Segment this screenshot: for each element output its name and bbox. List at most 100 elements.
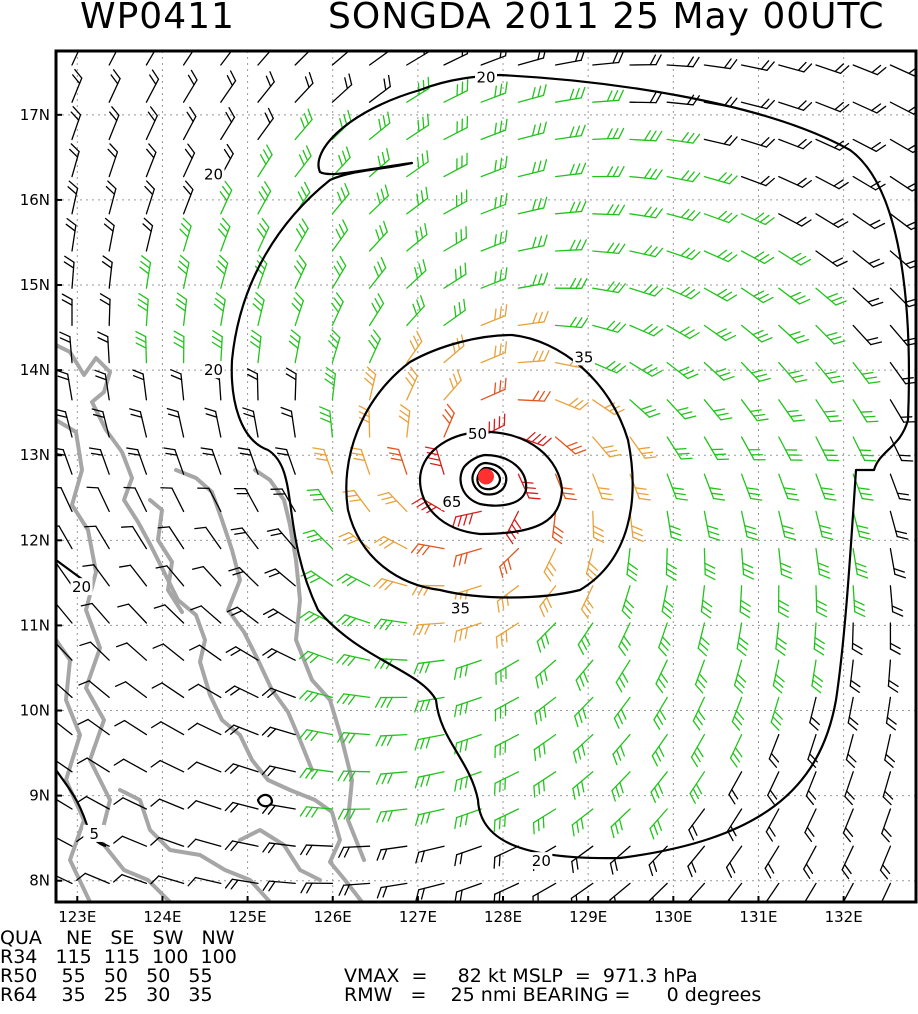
wind-barb <box>703 249 738 263</box>
wind-barb <box>150 721 185 736</box>
lat-tick-label: 9N <box>29 787 50 805</box>
wind-barb <box>387 446 408 475</box>
wind-barb <box>88 447 110 475</box>
wind-barb <box>368 293 385 327</box>
wind-barb <box>852 510 872 540</box>
wind-barb <box>257 51 272 66</box>
wind-barb <box>75 872 110 885</box>
wind-barb <box>300 882 334 894</box>
wind-barb <box>145 143 157 178</box>
wind-barb <box>91 408 110 438</box>
contour-label: 20 <box>476 68 495 86</box>
wind-barb <box>778 361 808 383</box>
wind-barb <box>592 320 627 333</box>
wind-barb <box>778 175 812 188</box>
wind-barb <box>103 217 115 252</box>
wind-barb <box>71 68 83 103</box>
wind-barb <box>592 204 626 216</box>
wind-barb <box>275 447 296 475</box>
lon-tick-label: 132E <box>825 908 863 926</box>
wind-barb <box>736 622 749 657</box>
wind-barb <box>454 696 482 718</box>
wind-barb <box>113 758 148 773</box>
wind-barb <box>97 331 110 364</box>
wind-barb <box>703 324 737 342</box>
wind-barb <box>494 733 520 759</box>
wind-barb <box>764 845 780 879</box>
wind-barb <box>246 368 259 401</box>
wind-barb <box>852 399 879 423</box>
wind-barb <box>123 486 148 513</box>
contour-label: 35 <box>574 348 593 366</box>
contour-label: 35 <box>451 599 470 617</box>
wind-barb <box>150 798 185 810</box>
wind-barb <box>729 733 743 768</box>
wind-barb <box>889 473 911 501</box>
wind-barb <box>703 436 730 461</box>
wind-barb <box>194 526 222 550</box>
wind-barb <box>665 547 677 581</box>
lon-tick-label: 129E <box>569 908 607 926</box>
wind-barb <box>157 526 185 550</box>
wind-barb <box>368 220 388 252</box>
wind-barb <box>880 882 892 902</box>
wind-barb <box>189 644 222 661</box>
wind-barb <box>480 118 508 141</box>
wind-barb <box>204 407 222 438</box>
wind-barb <box>841 845 854 880</box>
contour-small-loop <box>256 793 274 808</box>
contour-label-bg <box>83 824 106 842</box>
wind-barb <box>213 292 226 327</box>
wind-barb <box>224 878 259 890</box>
wind-barb <box>413 659 445 675</box>
wind-barb <box>101 255 113 289</box>
wind-barb <box>56 563 73 587</box>
wind-barb <box>480 81 508 103</box>
wind-barb <box>480 267 508 289</box>
wind-barb <box>778 213 812 227</box>
wind-barb <box>56 760 73 773</box>
wind-barb <box>406 113 430 141</box>
wind-barb <box>778 287 811 305</box>
contour-35kt <box>345 333 634 599</box>
wind-barb <box>480 377 507 401</box>
wind-barb <box>257 181 272 215</box>
contour-label: 65 <box>442 493 461 511</box>
wind-barb <box>294 145 312 178</box>
wind-barb <box>647 882 668 902</box>
wind-barb <box>815 399 842 423</box>
wind-barb <box>414 771 445 789</box>
wind-barb <box>592 473 614 501</box>
wind-barb <box>262 608 296 624</box>
wind-barb <box>572 733 594 764</box>
wind-barb <box>331 292 344 327</box>
wind-barb <box>56 682 73 699</box>
wind-barb <box>170 369 185 401</box>
wind-barb <box>666 399 697 420</box>
wind-barb <box>536 622 557 653</box>
wind-barb <box>166 407 185 438</box>
wind-barb <box>813 622 825 656</box>
wind-barb <box>592 436 622 458</box>
wind-barb <box>226 606 259 624</box>
storm-title: SONGDA 2011 25 May 00UTC <box>328 0 885 37</box>
wind-barb <box>571 845 594 874</box>
wind-barb <box>117 603 148 624</box>
wind-barb <box>453 547 482 568</box>
wind-barb <box>740 473 763 501</box>
wind-barb <box>415 808 445 827</box>
wind-barb <box>842 808 854 843</box>
contour-label-bg <box>572 348 595 366</box>
storm-stats: QUA NE SE SW NW R34 115 115 100 100 R50 … <box>0 928 918 1014</box>
wind-barb <box>703 58 738 70</box>
wind-barb <box>443 189 468 215</box>
contour-label-bg <box>70 578 93 596</box>
wind-barb <box>368 74 391 103</box>
wind-barb <box>851 622 863 656</box>
wind-barb <box>228 566 259 587</box>
lat-tick-label: 14N <box>20 361 50 379</box>
wind-barb <box>666 510 683 542</box>
wind-barb <box>373 578 408 591</box>
latitude-axis: 17N 16N 15N 14N 13N 12N 11N 10N 9N 8N <box>20 106 62 890</box>
wind-barb <box>142 217 154 252</box>
